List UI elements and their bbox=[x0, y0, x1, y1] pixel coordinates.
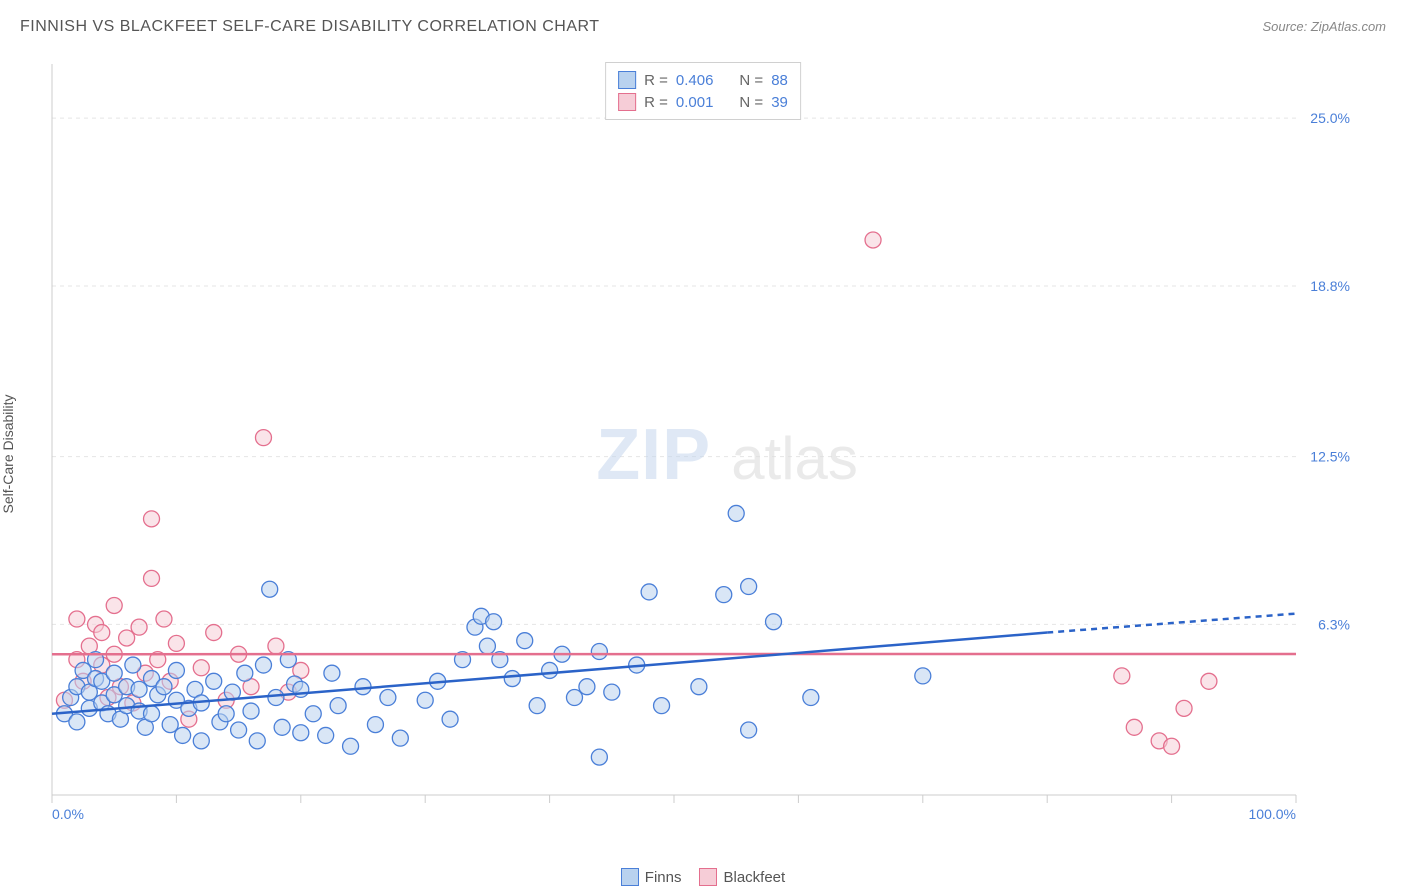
svg-text:25.0%: 25.0% bbox=[1310, 110, 1350, 126]
svg-text:18.8%: 18.8% bbox=[1310, 278, 1350, 294]
svg-text:ZIP: ZIP bbox=[596, 415, 711, 495]
svg-text:100.0%: 100.0% bbox=[1249, 806, 1296, 822]
correlation-legend: R =0.406N =88R =0.001N =39 bbox=[605, 62, 801, 120]
legend-row: R =0.406N =88 bbox=[618, 69, 788, 91]
series-legend: Finns Blackfeet bbox=[0, 868, 1406, 886]
plot-area: 6.3% 12.5% 18.8% 25.0% ZIP atlas 0.0% 100.0% bbox=[46, 58, 1356, 823]
source-credit: Source: ZipAtlas.com bbox=[1262, 19, 1386, 34]
scatter-plot-svg: 6.3% 12.5% 18.8% 25.0% ZIP atlas 0.0% 100.0% bbox=[46, 58, 1356, 823]
svg-text:atlas: atlas bbox=[731, 425, 858, 492]
svg-text:0.0%: 0.0% bbox=[52, 806, 84, 822]
legend-row: R =0.001N =39 bbox=[618, 91, 788, 113]
svg-text:6.3%: 6.3% bbox=[1318, 616, 1350, 632]
y-axis-label: Self-Care Disability bbox=[0, 394, 16, 513]
chart-title: FINNISH VS BLACKFEET SELF-CARE DISABILIT… bbox=[20, 18, 600, 36]
svg-text:12.5%: 12.5% bbox=[1310, 449, 1350, 465]
series-legend-item: Finns bbox=[621, 868, 682, 886]
series-legend-item: Blackfeet bbox=[699, 868, 785, 886]
